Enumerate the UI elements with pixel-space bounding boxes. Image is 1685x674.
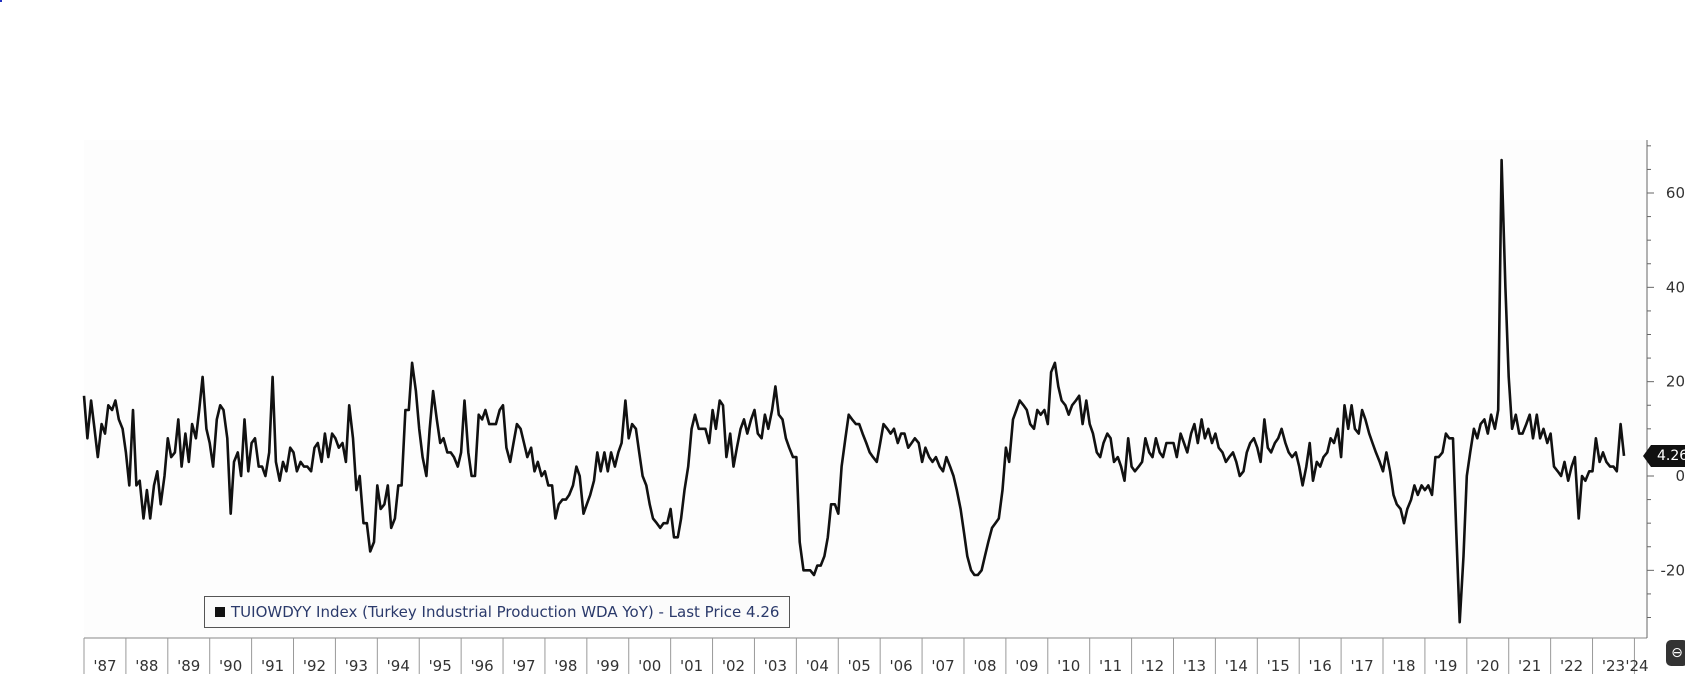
legend: TUIOWDYY Index (Turkey Industrial Produc… — [204, 596, 791, 628]
y-tick-label: 40 — [1666, 278, 1685, 296]
x-tick-label: '89 — [177, 657, 200, 674]
zoom-icon[interactable]: ⊖ — [1666, 640, 1685, 666]
x-tick-label: '18 — [1392, 657, 1415, 674]
y-axis: -20 0 20 40 60 — [1646, 140, 1685, 638]
x-tick-label: '97 — [512, 657, 535, 674]
zoom-icon-glyph: ⊖ — [1671, 645, 1683, 661]
legend-swatch — [215, 607, 225, 617]
series-layer — [82, 158, 1626, 624]
x-tick-label: '99 — [596, 657, 619, 674]
x-tick-label: '92 — [303, 657, 326, 674]
y-tick-label: 60 — [1666, 184, 1685, 202]
x-tick-label: '16 — [1309, 657, 1332, 674]
last-price-tag: 4.26 — [1642, 445, 1685, 467]
x-tick-label: '88 — [135, 657, 158, 674]
x-tick-label: '87 — [93, 657, 116, 674]
x-tick-label: '24 — [1625, 657, 1648, 674]
x-tick-label: '10 — [1057, 657, 1080, 674]
x-tick-label: '00 — [638, 657, 661, 674]
x-tick-label: '12 — [1141, 657, 1164, 674]
y-tick-label: -20 — [1661, 561, 1685, 579]
x-axis: '87 '88 '89 '90 '91 '92 '93 '94 '95 '96 '97 '98 '99 '… — [83, 637, 1649, 674]
x-tick-label: '03 — [764, 657, 787, 674]
x-tick-label: '20 — [1476, 657, 1499, 674]
x-tick-label: '06 — [890, 657, 913, 674]
plot-area — [84, 140, 1647, 638]
x-tick-label: '11 — [1099, 657, 1122, 674]
x-tick-label: '95 — [429, 657, 452, 674]
x-tick-label: '96 — [470, 657, 493, 674]
x-tick-label: '01 — [680, 657, 703, 674]
x-tick-label: '22 — [1560, 657, 1583, 674]
x-tick-label: '90 — [219, 657, 242, 674]
x-tick-label: '07 — [931, 657, 954, 674]
x-tick-label: '09 — [1015, 657, 1038, 674]
x-tick-label: '91 — [261, 657, 284, 674]
x-tick-label: '94 — [387, 657, 410, 674]
x-tick-label: '93 — [345, 657, 368, 674]
x-tick-label: '23 — [1602, 657, 1625, 674]
x-tick-label: '13 — [1183, 657, 1206, 674]
y-tick-label: 20 — [1666, 373, 1685, 391]
x-tick-label: '05 — [848, 657, 871, 674]
x-tick-label: '98 — [554, 657, 577, 674]
x-tick-label: '14 — [1225, 657, 1248, 674]
y-tick-label: 0 — [1675, 467, 1685, 485]
x-tick-label: '04 — [806, 657, 829, 674]
series-line — [82, 158, 1626, 624]
x-tick-label: '17 — [1350, 657, 1373, 674]
legend-label: TUIOWDYY Index (Turkey Industrial Produc… — [231, 603, 780, 621]
x-tick-label: '15 — [1267, 657, 1290, 674]
x-tick-label: '02 — [722, 657, 745, 674]
x-tick-label: '08 — [973, 657, 996, 674]
x-tick-label: '19 — [1434, 657, 1457, 674]
last-price-value: 4.26 — [1657, 448, 1685, 464]
x-tick-label: '21 — [1518, 657, 1541, 674]
corner-dot — [0, 0, 2, 2]
